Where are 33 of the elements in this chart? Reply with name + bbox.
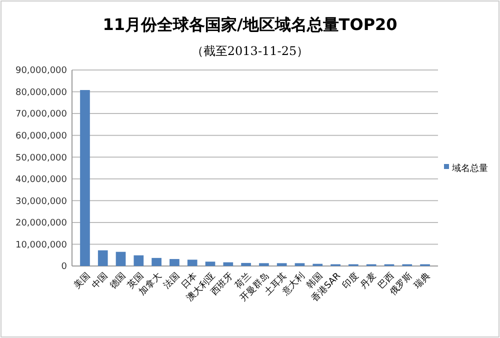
y-tick-label: 10,000,000 [15,240,68,250]
y-tick-label: 40,000,000 [15,175,68,186]
bar [134,255,144,266]
y-tick-label: 50,000,000 [15,153,68,164]
x-tick-label: 瑞典 [412,270,432,292]
bar [170,259,180,266]
chart-subtitle: （截至2013-11-25） [191,44,309,58]
y-tick-label: 20,000,000 [15,218,68,229]
y-tick-label: 0 [61,262,68,272]
x-tick-label: 德国 [108,270,128,292]
bar [205,262,216,266]
y-tick-label: 90,000,000 [15,66,68,76]
bar [223,262,234,266]
y-tick-label: 80,000,000 [15,88,68,98]
bar [241,262,251,266]
bar [276,263,287,266]
bar [152,258,162,266]
x-tick-label: 中国 [90,270,110,292]
bar [187,260,198,266]
x-tick-label: 法国 [161,270,182,292]
x-tick-label: 印度 [340,270,361,292]
y-tick-label: 60,000,000 [15,131,68,142]
bar [259,263,269,266]
bar [116,252,126,266]
y-tick-label: 30,000,000 [15,196,68,207]
bar [98,250,108,266]
bar [294,263,305,266]
x-tick-label: 丹麦 [358,270,379,292]
y-tick-label: 70,000,000 [15,110,68,120]
bar [80,90,90,266]
chart-title: 11月份全球各国家/地区域名总量TOP20 [102,15,398,34]
x-tick-label: 美国 [72,270,92,292]
legend-label: 域名总量 [451,163,488,174]
